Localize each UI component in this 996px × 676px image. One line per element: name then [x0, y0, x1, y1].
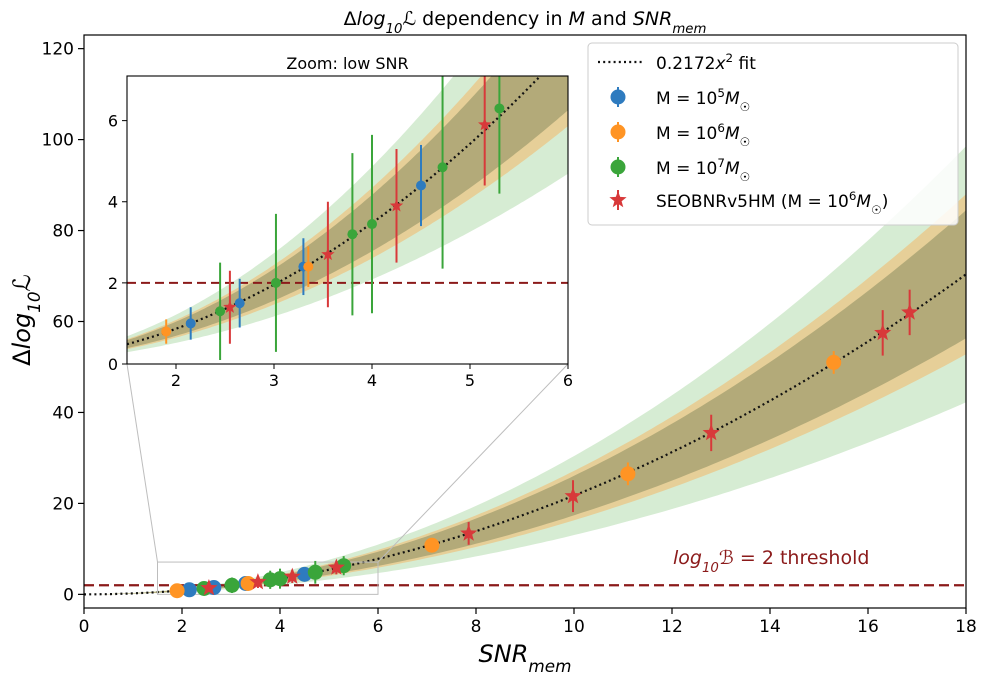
x-axis-label: SNRmem: [479, 640, 572, 672]
inset-point-m1e7: [437, 162, 448, 173]
main-point-m1e5: [181, 582, 197, 598]
legend-seobnr-marker: [609, 191, 627, 208]
threshold-label: log10ℬ = 2 threshold: [673, 547, 869, 576]
inset-point-seobnr: [389, 198, 404, 212]
inset-point-m1e7: [347, 229, 358, 240]
y-tick-label: 20: [52, 494, 74, 514]
inset-point-m1e7: [494, 103, 505, 114]
x-tick-label: 8: [471, 617, 482, 637]
main-point-seobnr: [200, 579, 218, 596]
main-point-m1e7: [272, 571, 288, 587]
inset-point-seobnr: [478, 117, 492, 131]
inset-point-m1e7: [215, 306, 226, 317]
x-tick-label: 12: [661, 617, 683, 637]
x-tick-label: 4: [275, 617, 286, 637]
zoom-connector-right: [377, 363, 569, 563]
legend-m1e6-label: M = 106M☉: [656, 121, 750, 149]
legend-m1e5-label: M = 105M☉: [656, 86, 750, 114]
main-point-seobnr: [564, 487, 582, 504]
y-tick-label: 40: [52, 403, 74, 423]
zoom-region-box: [157, 561, 379, 595]
inset-axes-frame: [126, 75, 569, 365]
y-tick-label: 80: [52, 222, 74, 242]
inset-point-m1e7: [367, 219, 377, 230]
y-tick-label: 100: [42, 131, 74, 151]
legend-m1e7-label: M = 107M☉: [656, 156, 750, 184]
inset-x-tick-label: 4: [367, 371, 377, 390]
y-tick-label: 120: [42, 40, 74, 60]
legend-fit-label: 0.2172x2 fit: [656, 51, 756, 74]
inset-y-tick-label: 6: [108, 112, 118, 131]
inset-inner-band: [127, 76, 568, 349]
x-tick-label: 16: [857, 617, 879, 637]
x-tick-label: 10: [563, 617, 585, 637]
inset-point-seobnr: [223, 300, 237, 313]
legend-box: [587, 42, 959, 226]
y-tick-label: 60: [52, 313, 74, 333]
x-tick-label: 2: [177, 617, 188, 637]
inset-point-m1e5: [185, 318, 196, 329]
main-point-seobnr: [460, 524, 478, 541]
legend-m1e5-marker: [610, 89, 626, 105]
inset-point-m1e5: [416, 180, 426, 191]
x-tick-label: 14: [759, 617, 781, 637]
inset-x-tick-label: 2: [171, 371, 181, 390]
main-point-seobnr: [874, 323, 892, 341]
main-point-seobnr: [327, 558, 345, 575]
main-point-m1e7: [224, 577, 240, 593]
main-outer-band: [84, 146, 966, 595]
y-axis-label: Δlog10ℒ: [8, 274, 44, 366]
inset-x-tick-label: 3: [269, 371, 279, 390]
y-tick-label: 0: [63, 585, 74, 605]
main-point-m1e6: [620, 466, 636, 482]
main-point-seobnr: [702, 423, 720, 441]
inset-x-tick-label: 6: [563, 371, 573, 390]
chart-title: Δlog10ℒ dependency in M and SNRmem: [344, 8, 707, 37]
inset-x-tick-label: 5: [465, 371, 475, 390]
main-point-seobnr: [283, 567, 301, 584]
inset-fit-curve: [127, 76, 542, 346]
main-point-m1e6: [424, 537, 440, 553]
inset-point-seobnr: [321, 247, 335, 261]
main-point-seobnr: [901, 303, 919, 320]
legend-seobnr-label: SEOBNRv5HM (M = 106M☉): [656, 189, 888, 217]
x-tick-label: 0: [79, 617, 90, 637]
inset-title: Zoom: low SNR: [286, 54, 408, 73]
main-point-m1e6: [826, 354, 842, 370]
inset-y-tick-label: 2: [108, 274, 118, 293]
main-point-seobnr: [249, 573, 267, 590]
main-inner-band: [84, 210, 966, 595]
inset-point-m1e6: [161, 326, 172, 337]
legend-m1e6-marker: [610, 124, 626, 140]
zoom-connector-left: [126, 363, 158, 563]
inset-y-tick-label: 4: [108, 193, 118, 212]
inset-point-m1e6: [303, 261, 314, 272]
x-tick-label: 18: [955, 617, 977, 637]
x-tick-label: 6: [373, 617, 384, 637]
main-point-m1e7: [307, 564, 323, 580]
main-point-m1e6: [169, 583, 185, 599]
inset-point-m1e7: [270, 277, 281, 288]
legend-m1e7-marker: [610, 159, 626, 175]
inset-point-m1e5: [234, 298, 245, 309]
inset-y-tick-label: 0: [108, 355, 118, 374]
